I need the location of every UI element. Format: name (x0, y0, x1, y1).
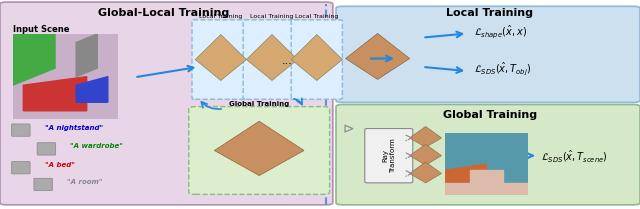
FancyBboxPatch shape (336, 104, 640, 205)
Text: Local Training: Local Training (250, 14, 294, 19)
Polygon shape (291, 34, 342, 80)
Text: "A nightstand": "A nightstand" (45, 124, 103, 131)
FancyBboxPatch shape (365, 129, 413, 183)
Text: Ray
Transform: Ray Transform (383, 138, 396, 173)
Polygon shape (445, 164, 486, 195)
Polygon shape (410, 126, 442, 147)
Polygon shape (445, 133, 528, 195)
Text: $\mathcal{L}_{SDS}(\hat{x}, T_{scene})$: $\mathcal{L}_{SDS}(\hat{x}, T_{scene})$ (541, 148, 607, 164)
Text: $\mathcal{L}_{shape}(\hat{x}, x)$: $\mathcal{L}_{shape}(\hat{x}, x)$ (474, 23, 527, 40)
Text: Global Training: Global Training (229, 101, 289, 107)
FancyBboxPatch shape (37, 143, 56, 155)
Text: Local Training: Local Training (295, 14, 339, 19)
Polygon shape (76, 34, 97, 77)
Text: Local Training: Local Training (199, 14, 243, 19)
Polygon shape (346, 33, 410, 79)
FancyBboxPatch shape (12, 124, 30, 136)
FancyBboxPatch shape (0, 2, 333, 205)
FancyBboxPatch shape (336, 6, 640, 102)
Polygon shape (13, 34, 55, 85)
Polygon shape (246, 34, 298, 80)
Polygon shape (76, 77, 108, 102)
Text: Local Training: Local Training (446, 8, 533, 18)
Text: ⊳: ⊳ (343, 123, 355, 136)
FancyBboxPatch shape (34, 178, 52, 191)
FancyBboxPatch shape (12, 162, 30, 174)
FancyBboxPatch shape (243, 20, 301, 99)
Polygon shape (214, 121, 304, 176)
Text: "A room": "A room" (67, 179, 102, 185)
FancyBboxPatch shape (189, 107, 330, 194)
Polygon shape (24, 77, 87, 111)
Polygon shape (410, 144, 442, 165)
FancyBboxPatch shape (192, 20, 250, 99)
Text: "A bed": "A bed" (45, 162, 75, 168)
Text: "A wardrobe": "A wardrobe" (70, 143, 124, 149)
FancyBboxPatch shape (291, 20, 342, 99)
Polygon shape (195, 34, 246, 80)
Polygon shape (13, 34, 118, 119)
Polygon shape (445, 183, 528, 195)
Text: Global Training: Global Training (442, 110, 537, 120)
Text: Input Scene: Input Scene (13, 25, 70, 34)
Polygon shape (410, 162, 442, 183)
Polygon shape (470, 170, 503, 195)
Text: $\mathcal{L}_{SDS}(\hat{x}, T_{obj})$: $\mathcal{L}_{SDS}(\hat{x}, T_{obj})$ (474, 61, 531, 77)
Text: ...: ... (282, 56, 292, 66)
Text: Global-Local Training: Global-Local Training (97, 8, 229, 18)
